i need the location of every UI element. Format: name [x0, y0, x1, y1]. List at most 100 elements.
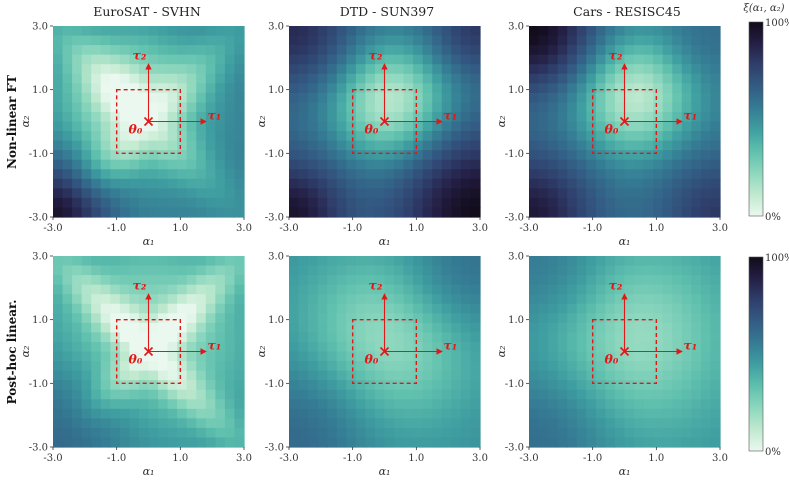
heatmap-cell: [148, 361, 159, 372]
heatmap-cell: [441, 294, 452, 305]
heatmap-cell: [470, 140, 481, 151]
y-axis-label: α₂: [19, 346, 32, 358]
heatmap-cell: [432, 427, 443, 439]
heatmap-cell: [403, 111, 414, 123]
heatmap-cell: [215, 26, 226, 37]
heatmap-cell: [614, 380, 626, 391]
heatmap-cell: [691, 83, 702, 94]
heatmap-cell: [538, 92, 549, 103]
heatmap-cell: [327, 64, 338, 75]
heatmap-cell: [567, 188, 578, 199]
heatmap-cell: [129, 437, 140, 448]
x-tick-label: 1.0: [408, 223, 424, 234]
heatmap-cell: [138, 26, 150, 37]
heatmap-cell: [62, 418, 73, 429]
tau2-label: τ₂: [609, 277, 623, 292]
heatmap-cell: [557, 102, 568, 113]
heatmap-cell: [653, 111, 664, 123]
heatmap-cell: [205, 207, 216, 218]
heatmap-cell: [710, 294, 721, 305]
y-tick-label: 3.0: [268, 252, 284, 263]
heatmap-cell: [441, 275, 452, 286]
heatmap-cell: [167, 102, 178, 113]
heatmap-cell: [196, 140, 207, 151]
heatmap-cell: [403, 370, 414, 381]
heatmap-cell: [298, 131, 309, 142]
heatmap-cell: [148, 131, 159, 142]
heatmap-cell: [158, 188, 169, 199]
heatmap-cell: [432, 111, 443, 123]
heatmap-cell: [403, 188, 414, 199]
heatmap-cell: [186, 197, 197, 209]
heatmap-cell: [119, 313, 130, 324]
heatmap-cell: [289, 64, 300, 75]
heatmap-cell: [529, 313, 540, 324]
heatmap-cell: [205, 83, 216, 94]
heatmap-cell: [110, 121, 121, 132]
heatmap-cell: [317, 83, 328, 94]
heatmap-cell: [422, 370, 433, 381]
heatmap-cell: [538, 437, 549, 448]
heatmap-cell: [355, 351, 366, 362]
heatmap-cell: [53, 351, 64, 362]
heatmap-cell: [460, 408, 472, 419]
heatmap-cell: [432, 361, 443, 372]
heatmap-cell: [224, 35, 236, 46]
heatmap-cell: [567, 83, 578, 94]
x-tick-label: -1.0: [583, 223, 602, 234]
heatmap-cell: [215, 83, 226, 94]
heatmap-cell: [470, 256, 481, 267]
heatmap-cell: [586, 265, 597, 276]
heatmap-cell: [119, 73, 130, 84]
heatmap-cell: [62, 54, 73, 65]
tau2-label: τ₂: [369, 47, 383, 62]
heatmap-cell: [196, 294, 207, 305]
heatmap-cell: [289, 437, 300, 448]
heatmap-cell: [529, 370, 540, 381]
y-tick-label: 1.0: [508, 85, 524, 96]
heatmap-cell: [289, 169, 300, 180]
heatmap-cell: [672, 178, 683, 189]
heatmap-cell: [672, 389, 683, 400]
heatmap-cell: [394, 408, 405, 419]
heatmap-cell: [576, 294, 587, 305]
heatmap-cell: [224, 332, 236, 343]
heatmap-cell: [624, 92, 635, 103]
heatmap-cell: [710, 35, 721, 46]
heatmap-cell: [529, 26, 540, 37]
heatmap-cell: [700, 111, 712, 123]
heatmap-cell: [576, 303, 587, 314]
heatmap-cell: [308, 322, 319, 333]
heatmap-cell: [710, 380, 721, 391]
heatmap-cell: [374, 408, 386, 419]
heatmap-cell: [346, 361, 357, 372]
heatmap-cell: [346, 351, 357, 362]
y-tick-label: -1.0: [265, 149, 284, 160]
heatmap-cell: [681, 207, 692, 218]
heatmap-cell: [681, 26, 692, 37]
heatmap-cell: [167, 45, 178, 56]
heatmap-cell: [317, 35, 328, 46]
heatmap-cell: [138, 294, 150, 305]
heatmap-cell: [643, 83, 654, 94]
heatmap-cell: [529, 294, 540, 305]
heatmap-cell: [403, 427, 414, 439]
heatmap-cell: [119, 45, 130, 56]
heatmap-cell: [289, 102, 300, 113]
heatmap-cell: [681, 45, 692, 56]
heatmap-cell: [384, 389, 395, 400]
heatmap-cell: [177, 169, 188, 180]
heatmap-cell: [308, 341, 319, 353]
heatmap-cell: [355, 83, 366, 94]
heatmap-cell: [317, 159, 328, 170]
heatmap-cell: [576, 284, 587, 295]
heatmap-cell: [441, 64, 452, 75]
heatmap-cell: [548, 169, 559, 180]
heatmap-cell: [374, 83, 386, 94]
heatmap-cell: [234, 197, 245, 209]
heatmap-cell: [355, 361, 366, 372]
heatmap-cell: [53, 427, 64, 439]
heatmap-cell: [365, 322, 376, 333]
heatmap-cell: [110, 265, 121, 276]
heatmap-cell: [205, 408, 216, 419]
